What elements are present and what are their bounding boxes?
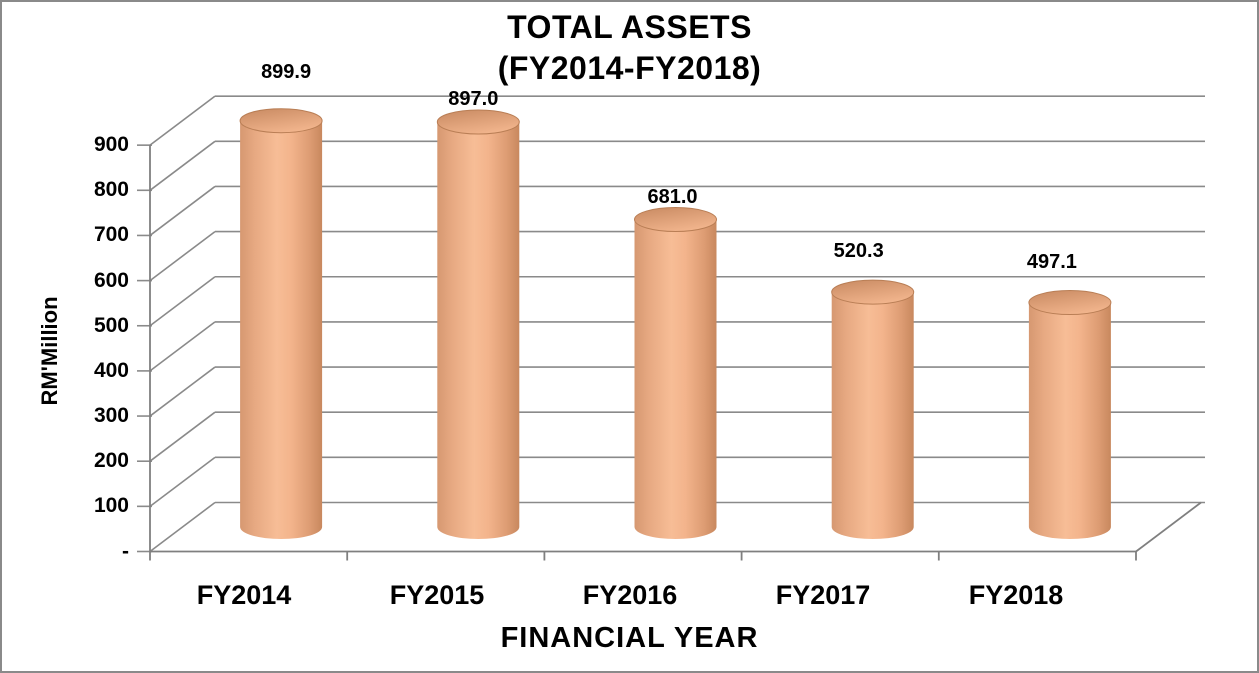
y-tick-label: 800 — [36, 178, 129, 202]
category-label: FY2016 — [583, 581, 678, 609]
y-tick-label: 500 — [36, 314, 129, 338]
plot-svg — [2, 2, 1259, 673]
category-label: FY2015 — [390, 581, 485, 609]
y-tick-label: 900 — [36, 133, 129, 157]
category-label: FY2014 — [197, 581, 292, 609]
total-assets-chart: TOTAL ASSETS (FY2014-FY2018) RM'Million … — [0, 0, 1259, 673]
data-label: 681.0 — [647, 187, 697, 208]
y-tick-label: 100 — [36, 494, 129, 518]
cylinder-bar — [832, 280, 914, 539]
data-label: 520.3 — [834, 241, 884, 262]
cylinder-bar — [635, 208, 717, 539]
data-label: 497.1 — [1027, 252, 1077, 273]
category-label: FY2017 — [776, 581, 871, 609]
chart-subtitle: (FY2014-FY2018) — [2, 49, 1257, 87]
cylinder-bar — [437, 110, 519, 539]
y-tick-label: 200 — [36, 449, 129, 473]
cylinder-bar — [1029, 291, 1111, 539]
cylinder-bar — [240, 109, 322, 539]
bars — [240, 109, 1111, 539]
chart-title: TOTAL ASSETS — [2, 8, 1257, 46]
y-tick-label: - — [36, 540, 129, 564]
y-tick-label: 600 — [36, 269, 129, 293]
y-tick-label: 400 — [36, 359, 129, 383]
category-label: FY2018 — [969, 581, 1064, 609]
data-label: 899.9 — [261, 62, 311, 83]
x-axis-title: FINANCIAL YEAR — [2, 622, 1257, 655]
y-tick-label: 300 — [36, 404, 129, 428]
data-label: 897.0 — [448, 89, 498, 110]
y-tick-label: 700 — [36, 223, 129, 247]
